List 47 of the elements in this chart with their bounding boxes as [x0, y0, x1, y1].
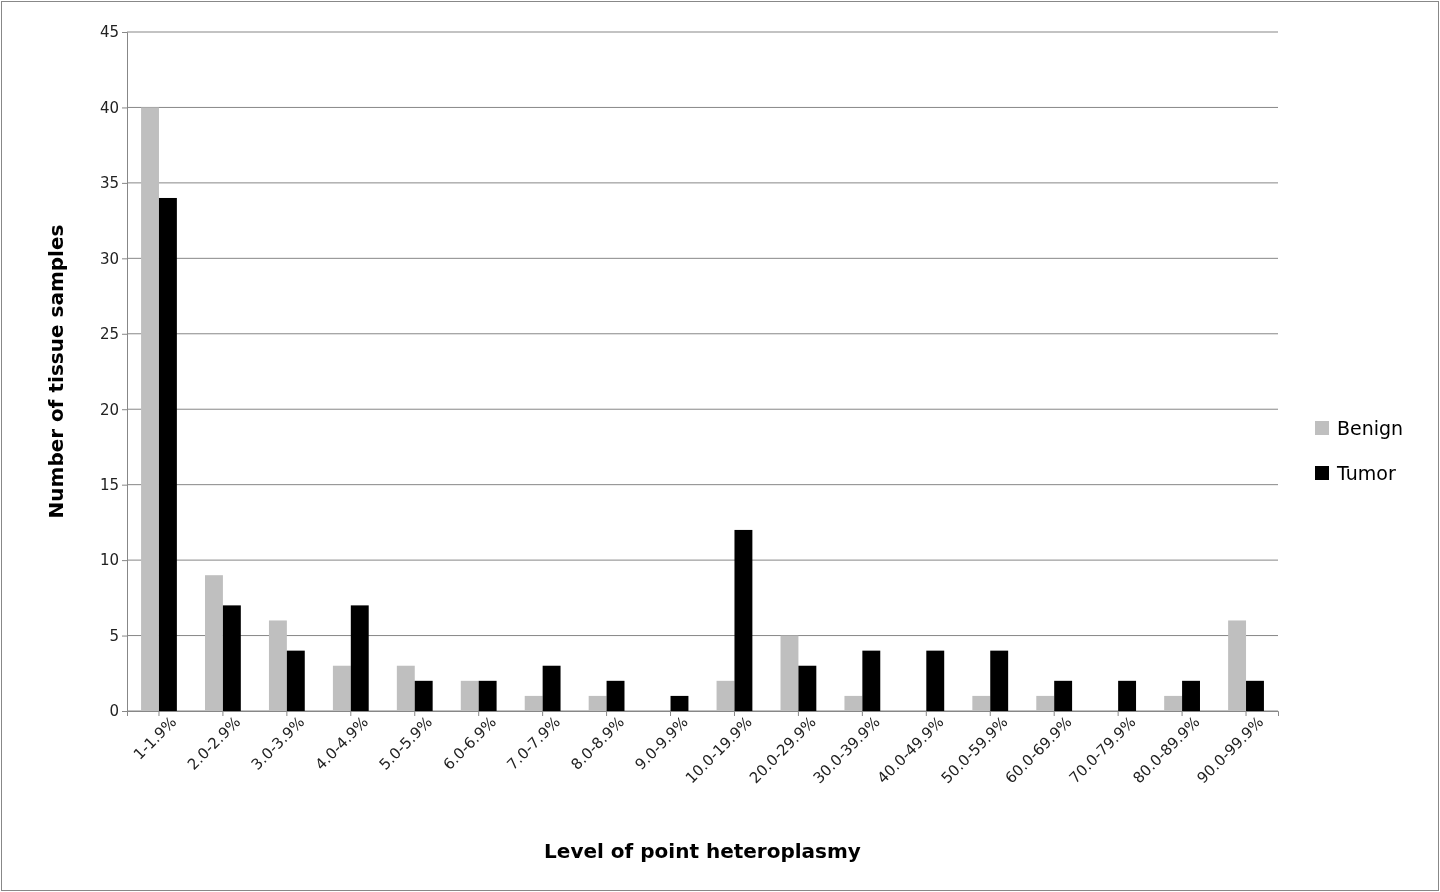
bar — [990, 650, 1009, 711]
bar — [542, 665, 561, 711]
bar — [1036, 695, 1055, 711]
bar — [798, 665, 817, 711]
bar — [1182, 680, 1200, 711]
bar — [1228, 620, 1247, 711]
bar — [606, 680, 625, 711]
y-tick-label: 0 — [109, 702, 119, 721]
y-tick-label: 5 — [109, 626, 119, 645]
legend-label: Tumor — [1336, 461, 1396, 484]
y-tick-label: 45 — [99, 23, 119, 42]
bar — [460, 680, 479, 711]
bar — [222, 605, 241, 711]
legend-label: Benign — [1337, 416, 1404, 439]
bar — [780, 635, 799, 711]
bar — [1164, 695, 1183, 711]
bar — [1246, 680, 1264, 711]
bar — [926, 650, 945, 711]
y-tick-label: 40 — [99, 98, 119, 117]
bar — [478, 680, 497, 711]
y-tick-label: 10 — [99, 551, 119, 570]
y-tick-label: 20 — [99, 400, 119, 419]
bar — [588, 695, 607, 711]
y-tick-label: 35 — [99, 174, 119, 193]
bar — [716, 680, 735, 711]
bar — [268, 620, 287, 711]
bar — [205, 575, 223, 711]
bar — [844, 695, 863, 711]
bar — [862, 650, 881, 711]
bar — [286, 650, 305, 711]
bar — [734, 529, 753, 711]
bar — [414, 680, 433, 711]
y-tick-label: 30 — [99, 249, 119, 268]
y-tick-label: 25 — [99, 325, 119, 344]
bar — [332, 665, 351, 711]
bar — [1054, 680, 1073, 711]
bar — [524, 695, 543, 711]
bar — [670, 695, 689, 711]
x-axis-title: Level of point heteroplasmy — [544, 839, 861, 863]
y-axis-title: Number of tissue samples — [44, 224, 68, 519]
y-tick-label: 15 — [99, 475, 119, 494]
bar — [1118, 680, 1137, 711]
bar — [158, 197, 177, 711]
bar — [972, 695, 991, 711]
bar — [141, 107, 159, 711]
bar — [350, 605, 369, 711]
bar — [396, 665, 415, 711]
